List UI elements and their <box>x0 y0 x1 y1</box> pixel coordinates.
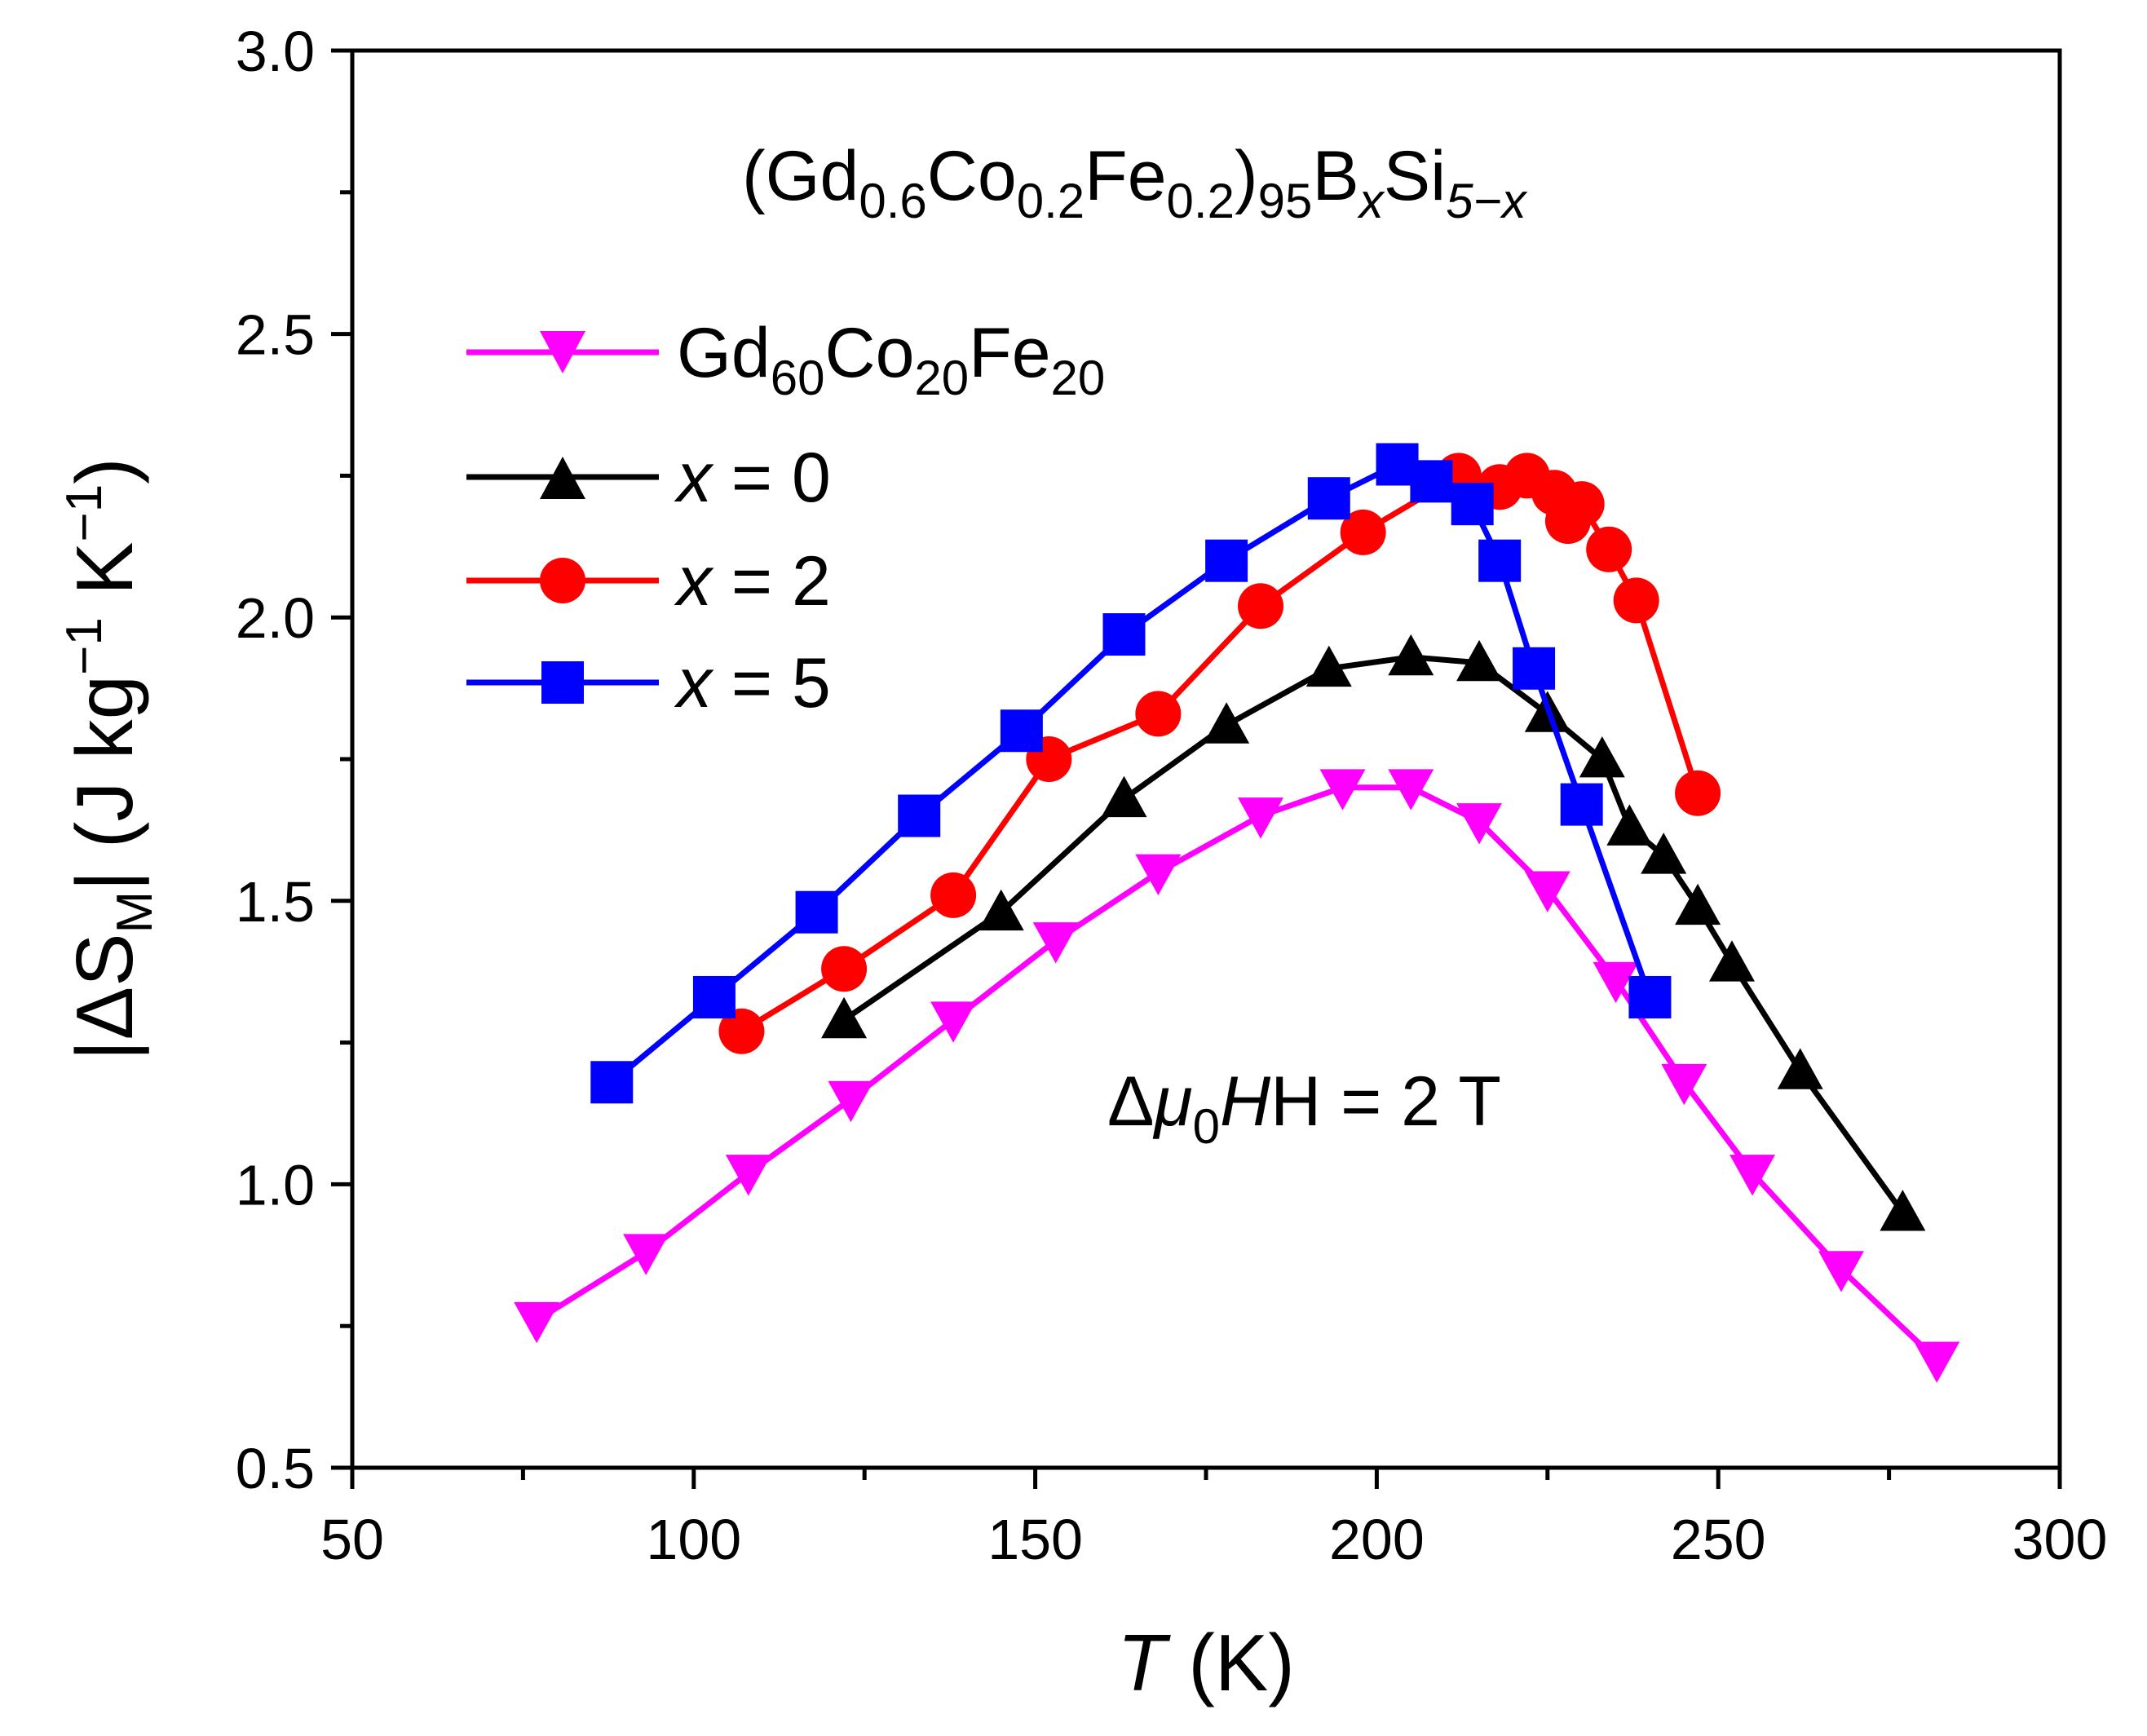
data-point-x-2 <box>1135 691 1182 737</box>
data-point-x-0 <box>1880 1190 1926 1231</box>
data-point-x-5 <box>590 1061 634 1104</box>
y-tick-label: 1.0 <box>236 1153 315 1217</box>
data-point-x-5 <box>1513 647 1556 690</box>
data-point-x-0 <box>1675 883 1721 925</box>
data-point-gd60co20fe20 <box>1914 1341 1960 1383</box>
legend-label-x0: x = 0 <box>674 439 831 517</box>
data-point-x-0 <box>1388 634 1434 676</box>
data-point-x-0 <box>1101 775 1147 818</box>
data-point-x-5 <box>1102 613 1146 656</box>
x-tick-label: 200 <box>1329 1508 1425 1571</box>
data-point-gd60co20fe20 <box>1661 1063 1707 1106</box>
composition-label: (Gd0.6Co0.2Fe0.2)95BxSi5−x <box>742 137 1528 228</box>
data-point-x-2 <box>930 872 977 918</box>
x-tick-label: 250 <box>1671 1508 1766 1571</box>
data-point-x-2 <box>821 946 868 992</box>
data-point-gd60co20fe20 <box>1524 871 1570 912</box>
legend-entry-x2: x = 2 <box>466 542 831 621</box>
data-point-gd60co20fe20 <box>1135 854 1182 896</box>
legend-marker-x5 <box>541 661 584 704</box>
y-tick-label: 2.5 <box>236 303 315 367</box>
data-point-gd60co20fe20 <box>1238 797 1284 839</box>
data-point-x-5 <box>1478 539 1522 582</box>
data-point-x-5 <box>1205 539 1248 582</box>
data-point-gd60co20fe20 <box>1456 803 1503 845</box>
data-point-x-5 <box>1307 477 1350 520</box>
data-point-x-0 <box>1305 645 1352 687</box>
data-point-x-2 <box>1613 577 1659 624</box>
x-axis-title: T (K) <box>1117 1618 1295 1707</box>
axis-ticks: 50 100 150 200 250 300 0.5 1.0 1.5 2.0 2.5 3.0 <box>236 20 2108 1571</box>
data-point-x-0 <box>1456 639 1503 682</box>
data-point-x-2 <box>1340 509 1386 555</box>
data-point-x-0 <box>821 996 868 1039</box>
data-point-gd60co20fe20 <box>725 1155 771 1196</box>
y-tick-label: 1.5 <box>236 870 315 934</box>
x-tick-label: 150 <box>987 1508 1083 1571</box>
y-tick-label: 2.0 <box>236 586 315 650</box>
data-point-gd60co20fe20 <box>514 1301 560 1344</box>
data-point-x-5 <box>1451 483 1494 526</box>
data-point-x-5 <box>1560 783 1603 826</box>
data-point-x-0 <box>1606 804 1653 846</box>
data-point-gd60co20fe20 <box>1593 961 1639 1004</box>
data-point-x-0 <box>1204 702 1250 744</box>
legend-marker-gd60co20fe20 <box>540 331 585 373</box>
y-axis-title: |ΔSM| (J kg−1 K−1) <box>56 457 163 1061</box>
x-tick-label: 50 <box>320 1508 384 1571</box>
series-x-5 <box>590 443 1672 1104</box>
legend-entry-x0: x = 0 <box>466 439 831 517</box>
data-point-gd60co20fe20 <box>828 1080 874 1123</box>
x-tick-label: 100 <box>646 1508 741 1571</box>
legend-entry-gd60co20fe20: Gd60Co20Fe20 <box>466 314 1105 405</box>
data-point-x-5 <box>795 890 838 934</box>
data-point-gd60co20fe20 <box>1319 769 1366 811</box>
legend-label-x2: x = 2 <box>674 542 831 621</box>
data-point-gd60co20fe20 <box>623 1234 669 1275</box>
data-point-x-5 <box>898 794 941 837</box>
data-point-x-0 <box>1579 736 1625 778</box>
legend-entry-x5: x = 5 <box>466 644 831 722</box>
series-gd60co20fe20 <box>514 769 1960 1383</box>
legend: Gd60Co20Fe20 x = 0 x = 2 x = 5 <box>466 314 1105 722</box>
y-tick-label: 0.5 <box>236 1437 315 1500</box>
data-point-x-5 <box>1000 709 1043 753</box>
data-point-x-0 <box>978 889 1024 931</box>
data-point-x-0 <box>1708 940 1755 982</box>
field-label: Δμ0HH = 2 T <box>1107 1062 1501 1154</box>
data-point-gd60co20fe20 <box>1032 922 1079 964</box>
data-point-gd60co20fe20 <box>1730 1155 1776 1196</box>
data-point-x-5 <box>1628 975 1672 1018</box>
data-point-x-2 <box>1586 526 1632 572</box>
legend-label-x5: x = 5 <box>674 644 831 722</box>
data-point-x-0 <box>1641 833 1687 874</box>
series-group <box>514 443 1960 1383</box>
legend-marker-x2 <box>540 558 585 603</box>
data-point-x-2 <box>1558 481 1605 528</box>
data-point-x-2 <box>1675 770 1721 816</box>
x-tick-label: 300 <box>2012 1508 2108 1571</box>
legend-label-gd60co20fe20: Gd60Co20Fe20 <box>677 314 1105 405</box>
y-tick-label: 3.0 <box>236 20 315 83</box>
data-point-x-2 <box>1238 583 1284 629</box>
data-point-x-2 <box>718 1008 765 1054</box>
data-point-gd60co20fe20 <box>930 1001 977 1043</box>
series-x-2 <box>718 453 1721 1054</box>
data-point-x-0 <box>1777 1048 1823 1089</box>
data-point-x-5 <box>1410 460 1453 503</box>
data-point-gd60co20fe20 <box>1818 1251 1864 1292</box>
data-point-gd60co20fe20 <box>1388 769 1434 811</box>
data-point-x-5 <box>692 975 736 1018</box>
legend-marker-x0 <box>540 457 585 499</box>
